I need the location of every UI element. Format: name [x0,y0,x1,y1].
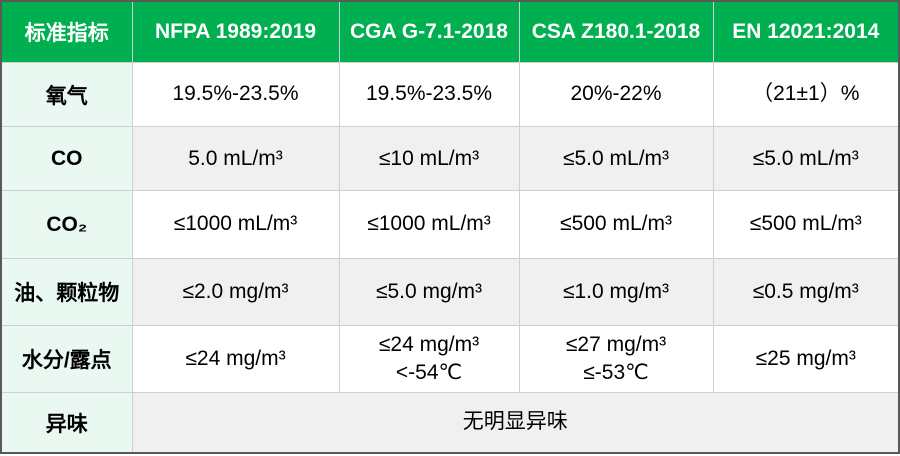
header-col-en: EN 12021:2014 [712,0,900,63]
cell-oil-nfpa: ≤2.0 mg/m³ [131,257,340,327]
cell-moisture-csa: ≤27 mg/m³ ≤-53℃ [518,324,714,394]
row-label-moisture-dewpoint: 水分/露点 [0,324,133,394]
cell-oil-en: ≤0.5 mg/m³ [712,257,900,327]
header-col-csa: CSA Z180.1-2018 [518,0,714,63]
cell-co2-csa: ≤500 mL/m³ [518,190,714,259]
cell-oxygen-cga: 19.5%-23.5% [338,61,520,128]
header-col-nfpa: NFPA 1989:2019 [131,0,340,63]
cell-moisture-cga: ≤24 mg/m³ <-54℃ [338,324,520,394]
cell-co-cga: ≤10 mL/m³ [338,126,520,192]
row-label-oxygen: 氧气 [0,61,133,128]
cell-co-csa: ≤5.0 mL/m³ [518,126,714,192]
table-row-co2: CO₂ ≤1000 mL/m³ ≤1000 mL/m³ ≤500 mL/m³ ≤… [0,190,900,259]
cell-moisture-nfpa: ≤24 mg/m³ [131,324,340,394]
cell-co-en: ≤5.0 mL/m³ [712,126,900,192]
cell-co2-en: ≤500 mL/m³ [712,190,900,259]
cell-odor-merged: 无明显异味 [131,392,900,454]
cell-moisture-en: ≤25 mg/m³ [712,324,900,394]
table-row-odor: 异味 无明显异味 [0,392,900,454]
cell-oil-csa: ≤1.0 mg/m³ [518,257,714,327]
table-row-oil-particles: 油、颗粒物 ≤2.0 mg/m³ ≤5.0 mg/m³ ≤1.0 mg/m³ ≤… [0,257,900,327]
table-row-oxygen: 氧气 19.5%-23.5% 19.5%-23.5% 20%-22% （21±1… [0,61,900,128]
header-col-cga: CGA G-7.1-2018 [338,0,520,63]
cell-co2-nfpa: ≤1000 mL/m³ [131,190,340,259]
row-label-co: CO [0,126,133,192]
cell-oxygen-en: （21±1）% [712,61,900,128]
cell-oxygen-nfpa: 19.5%-23.5% [131,61,340,128]
header-col-indicator: 标准指标 [0,0,133,63]
cell-co-nfpa: 5.0 mL/m³ [131,126,340,192]
cell-co2-cga: ≤1000 mL/m³ [338,190,520,259]
row-label-co2: CO₂ [0,190,133,259]
cell-oxygen-csa: 20%-22% [518,61,714,128]
table-row-moisture-dewpoint: 水分/露点 ≤24 mg/m³ ≤24 mg/m³ <-54℃ ≤27 mg/m… [0,324,900,394]
cell-oil-cga: ≤5.0 mg/m³ [338,257,520,327]
row-label-oil-particles: 油、颗粒物 [0,257,133,327]
table-row-co: CO 5.0 mL/m³ ≤10 mL/m³ ≤5.0 mL/m³ ≤5.0 m… [0,126,900,192]
row-label-odor: 异味 [0,392,133,454]
header-row: 标准指标 NFPA 1989:2019 CGA G-7.1-2018 CSA Z… [0,0,900,63]
